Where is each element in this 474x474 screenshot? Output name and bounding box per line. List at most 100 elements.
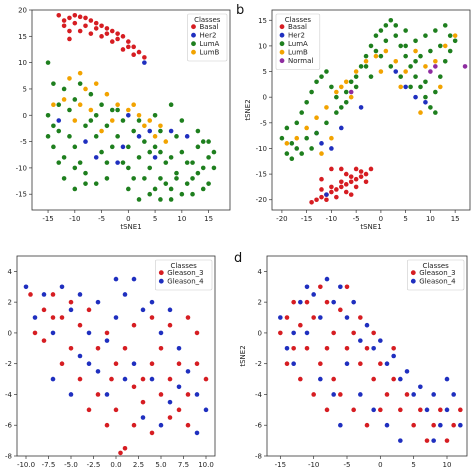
point-luma xyxy=(398,74,404,79)
point-gleason_3 xyxy=(404,392,410,397)
point-luma xyxy=(324,69,329,74)
point-gleason_3 xyxy=(358,315,363,320)
point-luma xyxy=(413,58,418,64)
point-gleason_4 xyxy=(113,315,119,320)
point-gleason_3 xyxy=(131,384,137,390)
point-basal xyxy=(115,31,120,36)
point-gleason_3 xyxy=(311,392,316,397)
point-luma xyxy=(413,38,418,44)
point-basal xyxy=(348,192,354,197)
point-luma xyxy=(388,17,394,23)
point-gleason_4 xyxy=(284,346,290,351)
point-lumb xyxy=(348,94,354,100)
point-luma xyxy=(77,81,83,86)
point-gleason_4 xyxy=(194,392,200,397)
y-tick-label: -4 xyxy=(5,391,13,399)
point-basal xyxy=(109,39,115,44)
point-basal xyxy=(104,26,110,31)
point-her2 xyxy=(413,94,418,100)
point-gleason_4 xyxy=(438,422,443,428)
point-luma xyxy=(299,110,305,115)
legend-entry-label: Gleason_3 xyxy=(419,269,455,277)
point-gleason_4 xyxy=(398,438,403,443)
point-luma xyxy=(388,64,394,69)
point-normal xyxy=(348,89,354,95)
point-luma xyxy=(314,79,319,85)
point-lumb xyxy=(413,48,418,54)
point-gleason_3 xyxy=(418,407,423,413)
point-luma xyxy=(433,28,438,33)
point-luma xyxy=(284,125,290,131)
point-lumb xyxy=(339,84,344,90)
point-lumb xyxy=(61,97,67,102)
data-points xyxy=(279,17,468,205)
point-gleason_4 xyxy=(291,330,296,336)
point-luma xyxy=(423,79,428,85)
point-lumb xyxy=(67,76,72,81)
point-her2 xyxy=(136,134,142,139)
point-basal xyxy=(358,174,364,179)
legend-marker xyxy=(191,32,196,38)
point-gleason_3 xyxy=(344,284,350,290)
point-gleason_3 xyxy=(86,407,92,413)
point-gleason_4 xyxy=(351,299,356,305)
point-lumb xyxy=(393,58,399,64)
point-gleason_4 xyxy=(149,299,155,305)
point-gleason_3 xyxy=(158,346,164,351)
point-gleason_4 xyxy=(364,322,370,328)
point-basal xyxy=(343,189,349,195)
point-gleason_3 xyxy=(371,376,376,382)
legend-entry-label: Her2 xyxy=(288,32,305,40)
x-tick-label: 7.5 xyxy=(178,461,189,469)
point-luma xyxy=(99,102,104,108)
legend-marker xyxy=(279,41,285,47)
point-gleason_3 xyxy=(318,284,323,290)
point-basal xyxy=(83,15,88,21)
point-luma xyxy=(136,118,142,123)
point-lumb xyxy=(152,134,158,139)
point-basal xyxy=(88,18,94,23)
point-basal xyxy=(93,20,99,26)
point-gleason_4 xyxy=(424,407,430,413)
point-gleason_3 xyxy=(411,422,416,428)
legend-marker xyxy=(191,49,196,55)
point-gleason_4 xyxy=(418,384,423,390)
point-luma xyxy=(408,84,413,90)
point-luma xyxy=(398,43,404,49)
point-luma xyxy=(433,89,438,95)
point-gleason_3 xyxy=(444,438,450,443)
point-gleason_3 xyxy=(86,307,92,313)
point-gleason_4 xyxy=(194,430,200,436)
legend-entry-label: Normal xyxy=(288,57,313,65)
point-basal xyxy=(131,52,136,58)
point-basal xyxy=(343,182,349,187)
legend-entry-label: Gleason_4 xyxy=(419,278,456,286)
y-tick-label: 2 xyxy=(258,299,262,307)
point-gleason_3 xyxy=(358,361,363,366)
point-gleason_4 xyxy=(176,384,182,390)
x-tick-label: 0 xyxy=(126,215,130,223)
point-basal xyxy=(324,197,329,203)
point-luma xyxy=(200,165,206,171)
point-gleason_3 xyxy=(32,330,38,336)
point-luma xyxy=(343,100,349,105)
point-gleason_3 xyxy=(344,346,350,351)
point-luma xyxy=(368,43,374,49)
point-gleason_3 xyxy=(131,422,137,428)
point-luma xyxy=(158,149,163,155)
point-gleason_3 xyxy=(77,376,83,382)
point-luma xyxy=(83,123,88,129)
point-luma xyxy=(184,181,190,186)
y-tick-label: -20 xyxy=(256,196,267,204)
point-luma xyxy=(304,135,309,141)
x-tick-label: -15 xyxy=(275,461,286,469)
legend-marker xyxy=(279,58,285,64)
point-lumb xyxy=(324,105,329,110)
point-gleason_4 xyxy=(203,407,209,413)
x-tick-label: 10 xyxy=(426,215,435,223)
panel-c-scatter: -10.0 -7.5 -5.0 -2.5 0.0 2.5 5.0 7.5 10.0 -8 -6 -4 -… xyxy=(5,255,216,469)
point-luma xyxy=(104,123,110,129)
point-luma xyxy=(88,91,94,97)
point-luma xyxy=(142,176,147,181)
